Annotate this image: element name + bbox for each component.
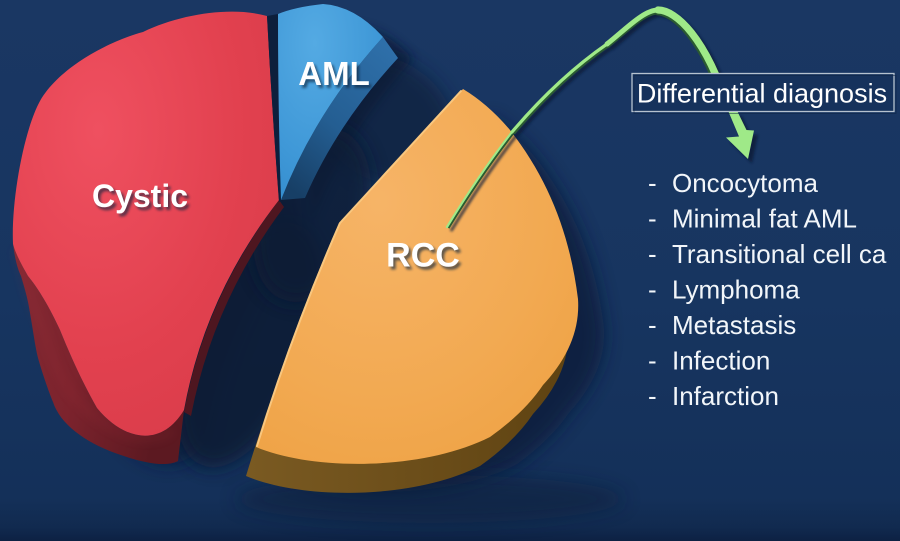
svg-text:Infection: Infection xyxy=(672,346,770,376)
svg-text:Cystic: Cystic xyxy=(92,178,188,214)
svg-text:Cystic: Cystic xyxy=(94,181,190,217)
svg-text:RCC: RCC xyxy=(386,237,460,275)
svg-text:AML: AML xyxy=(301,58,372,95)
svg-text:-: - xyxy=(648,381,657,411)
svg-text:-: - xyxy=(648,310,657,340)
svg-text:AML: AML xyxy=(298,55,369,92)
svg-text:Oncocytoma: Oncocytoma xyxy=(672,168,818,198)
svg-text:Metastasis: Metastasis xyxy=(672,310,796,340)
svg-text:-: - xyxy=(648,168,657,198)
svg-text:Differential diagnosis: Differential diagnosis xyxy=(637,79,887,109)
svg-text:RCC: RCC xyxy=(389,240,463,278)
svg-text:Infarction: Infarction xyxy=(672,381,779,411)
svg-text:Minimal fat AML: Minimal fat AML xyxy=(672,204,857,234)
svg-text:Transitional cell ca: Transitional cell ca xyxy=(672,239,887,269)
svg-text:-: - xyxy=(648,204,657,234)
svg-text:-: - xyxy=(648,346,657,376)
svg-text:Lymphoma: Lymphoma xyxy=(672,275,800,305)
svg-text:-: - xyxy=(648,239,657,269)
svg-text:-: - xyxy=(648,275,657,305)
